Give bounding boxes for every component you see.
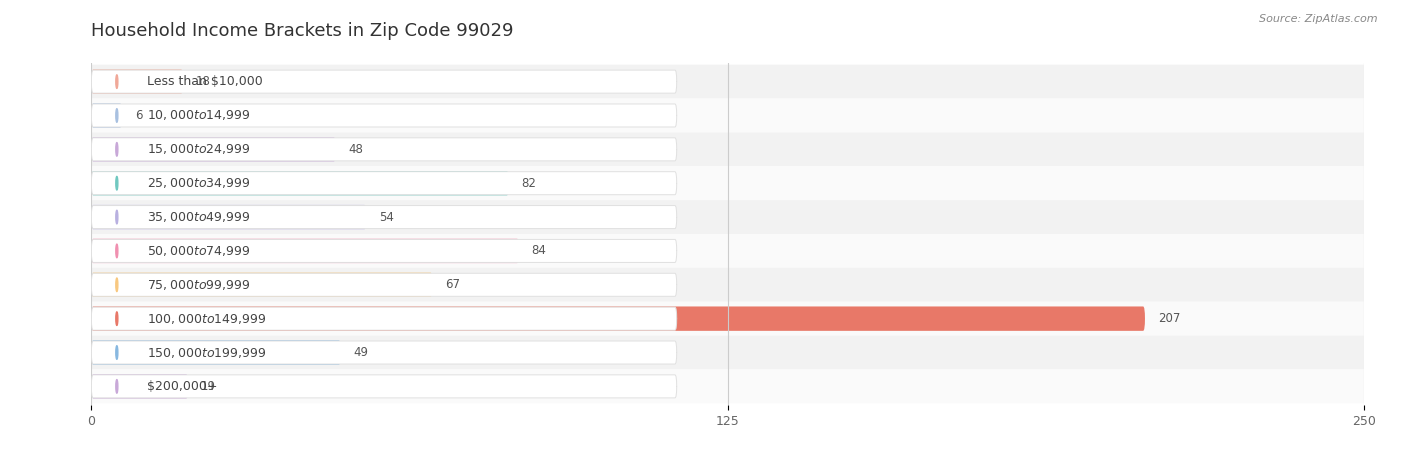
Text: $50,000 to $74,999: $50,000 to $74,999 [148, 244, 250, 258]
FancyBboxPatch shape [91, 206, 676, 229]
FancyBboxPatch shape [91, 69, 183, 94]
Text: Household Income Brackets in Zip Code 99029: Household Income Brackets in Zip Code 99… [91, 22, 513, 40]
FancyBboxPatch shape [91, 239, 676, 262]
Text: 48: 48 [349, 143, 363, 156]
Circle shape [115, 143, 118, 156]
Text: 6: 6 [135, 109, 142, 122]
FancyBboxPatch shape [91, 307, 676, 330]
Circle shape [115, 312, 118, 325]
FancyBboxPatch shape [91, 375, 676, 398]
FancyBboxPatch shape [91, 104, 676, 127]
FancyBboxPatch shape [91, 166, 1364, 200]
Text: 19: 19 [201, 380, 215, 393]
FancyBboxPatch shape [91, 205, 366, 229]
Text: 67: 67 [446, 278, 460, 291]
FancyBboxPatch shape [91, 239, 519, 263]
Circle shape [115, 210, 118, 224]
FancyBboxPatch shape [91, 306, 1144, 331]
Circle shape [115, 346, 118, 359]
Text: 207: 207 [1157, 312, 1180, 325]
Text: 84: 84 [531, 244, 547, 257]
FancyBboxPatch shape [91, 273, 433, 297]
FancyBboxPatch shape [91, 65, 1364, 99]
FancyBboxPatch shape [91, 70, 676, 93]
Circle shape [115, 244, 118, 258]
Text: $35,000 to $49,999: $35,000 to $49,999 [148, 210, 250, 224]
FancyBboxPatch shape [91, 200, 1364, 234]
Circle shape [115, 75, 118, 88]
FancyBboxPatch shape [91, 374, 188, 399]
FancyBboxPatch shape [91, 273, 676, 296]
Circle shape [115, 380, 118, 393]
FancyBboxPatch shape [91, 132, 1364, 166]
FancyBboxPatch shape [91, 138, 676, 161]
Text: $25,000 to $34,999: $25,000 to $34,999 [148, 176, 250, 190]
Text: $100,000 to $149,999: $100,000 to $149,999 [148, 312, 267, 326]
FancyBboxPatch shape [91, 172, 676, 195]
FancyBboxPatch shape [91, 302, 1364, 336]
Text: Source: ZipAtlas.com: Source: ZipAtlas.com [1260, 14, 1378, 23]
Text: $15,000 to $24,999: $15,000 to $24,999 [148, 142, 250, 156]
FancyBboxPatch shape [91, 369, 1364, 403]
Text: $10,000 to $14,999: $10,000 to $14,999 [148, 108, 250, 122]
FancyBboxPatch shape [91, 340, 340, 364]
FancyBboxPatch shape [91, 234, 1364, 268]
Text: Less than $10,000: Less than $10,000 [148, 75, 263, 88]
Text: 49: 49 [353, 346, 368, 359]
FancyBboxPatch shape [91, 341, 676, 364]
Text: $75,000 to $99,999: $75,000 to $99,999 [148, 278, 250, 292]
Circle shape [115, 278, 118, 292]
FancyBboxPatch shape [91, 104, 122, 128]
FancyBboxPatch shape [91, 171, 509, 195]
FancyBboxPatch shape [91, 336, 1364, 369]
Circle shape [115, 176, 118, 190]
Text: $150,000 to $199,999: $150,000 to $199,999 [148, 346, 267, 360]
Text: 54: 54 [380, 211, 394, 224]
Text: 82: 82 [522, 177, 536, 190]
FancyBboxPatch shape [91, 137, 336, 162]
FancyBboxPatch shape [91, 268, 1364, 302]
Circle shape [115, 109, 118, 122]
Text: $200,000+: $200,000+ [148, 380, 218, 393]
Text: 18: 18 [195, 75, 211, 88]
FancyBboxPatch shape [91, 99, 1364, 132]
